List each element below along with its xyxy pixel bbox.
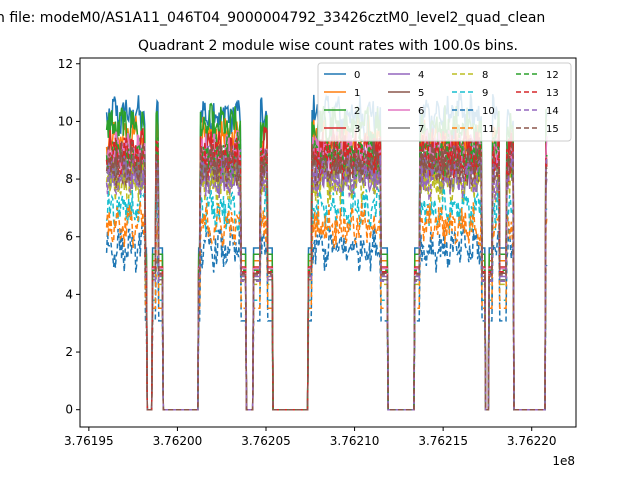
y-tick-label: 12 bbox=[58, 57, 73, 71]
legend-label: 11 bbox=[482, 124, 495, 135]
x-offset-label: 1e8 bbox=[552, 454, 575, 468]
y-tick-label: 10 bbox=[58, 114, 73, 128]
plot-lines bbox=[105, 92, 548, 411]
legend-label: 12 bbox=[546, 70, 559, 81]
y-tick-label: 4 bbox=[65, 287, 73, 301]
x-tick-label: 3.76200 bbox=[153, 434, 203, 448]
x-axis: 3.76195 3.76200 3.76205 3.76210 3.76215 3.762… bbox=[64, 427, 557, 448]
x-tick-label: 3.76205 bbox=[241, 434, 291, 448]
chart-title: Quadrant 2 module wise count rates with … bbox=[138, 38, 518, 54]
legend-label: 2 bbox=[354, 106, 360, 117]
series-15-line bbox=[105, 140, 548, 411]
y-tick-label: 8 bbox=[65, 172, 73, 186]
legend-label: 6 bbox=[418, 106, 424, 117]
x-tick-label: 3.76210 bbox=[330, 434, 380, 448]
legend-label: 14 bbox=[546, 106, 559, 117]
legend-label: 9 bbox=[482, 88, 488, 99]
y-axis: 0 2 4 6 8 10 12 bbox=[58, 57, 80, 417]
x-tick-label: 3.76215 bbox=[418, 434, 468, 448]
legend-label: 13 bbox=[546, 88, 559, 99]
legend-label: 3 bbox=[354, 124, 360, 135]
series-12-line bbox=[105, 131, 548, 411]
legend-label: 8 bbox=[482, 70, 488, 81]
series-11-line bbox=[105, 201, 548, 411]
plot-frame bbox=[79, 57, 577, 428]
legend-label: 5 bbox=[418, 88, 424, 99]
legend-box bbox=[317, 62, 572, 142]
chart-suptitle: n file: modeM0/AS1A11_046T04_9000004792_… bbox=[0, 10, 545, 26]
legend-label: 1 bbox=[354, 88, 360, 99]
x-tick-label: 3.76220 bbox=[507, 434, 557, 448]
y-tick-label: 0 bbox=[65, 403, 73, 417]
series-10-line bbox=[105, 223, 548, 411]
legend-label: 10 bbox=[482, 106, 495, 117]
x-tick-label: 3.76195 bbox=[64, 434, 114, 448]
y-tick-label: 2 bbox=[65, 345, 73, 359]
legend-label: 7 bbox=[418, 124, 424, 135]
y-tick-label: 6 bbox=[65, 230, 73, 244]
legend-label: 0 bbox=[354, 70, 360, 81]
legend-label: 4 bbox=[418, 70, 424, 81]
legend-label: 15 bbox=[546, 124, 559, 135]
